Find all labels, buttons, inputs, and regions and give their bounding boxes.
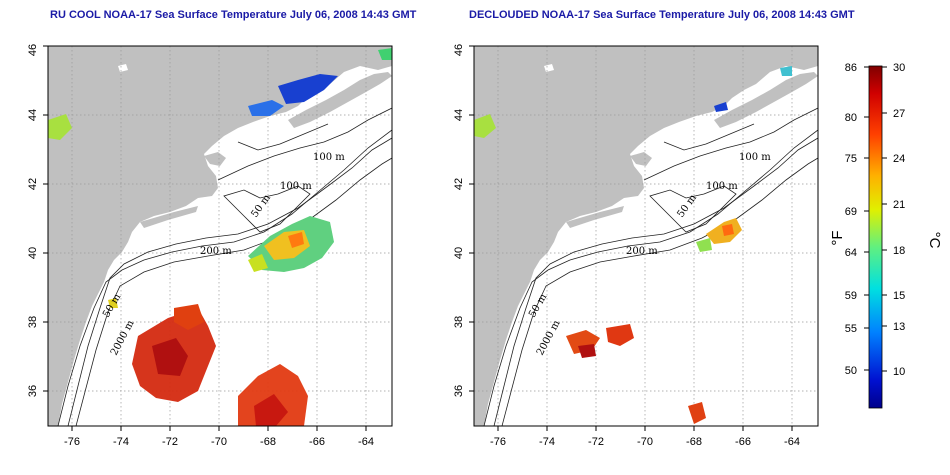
contour-label-200m: 200 m [626, 246, 658, 257]
map-panel-2: 100 m 100 m 50 m 200 m 50 m 2000 m [453, 44, 819, 448]
y-tick-label: 44 [453, 109, 465, 121]
fahrenheit-label: °F [829, 230, 846, 245]
colorbar-f-tick: 69 [845, 206, 857, 218]
y-tick-label: 46 [453, 44, 465, 56]
contour-label-100m-b: 100 m [280, 181, 312, 192]
y-tick-label: 42 [27, 178, 39, 190]
colorbar-c-tick: 30 [893, 62, 905, 74]
panel-2-title: DECLOUDED NOAA-17 Sea Surface Temperatur… [469, 9, 855, 21]
colorbar-f-tick: 80 [845, 112, 857, 124]
colorbar-f-tick: 55 [845, 323, 857, 335]
colorbar-f-tick: 64 [845, 247, 857, 259]
colorbar-c-tick: 27 [893, 108, 905, 120]
contour-label-100m-b: 100 m [706, 181, 738, 192]
y-tick-label: 36 [453, 385, 465, 397]
x-tick-label: -68 [260, 436, 276, 448]
colorbar-c-tick: 10 [893, 366, 905, 378]
x-tick-label: -76 [490, 436, 506, 448]
colorbar-c-tick: 24 [893, 153, 905, 165]
colorbar-gradient [868, 65, 883, 409]
celsius-label: °C [926, 232, 943, 249]
x-tick-label: -72 [588, 436, 604, 448]
x-tick-label: -64 [784, 436, 800, 448]
x-tick-label: -76 [64, 436, 80, 448]
colorbar-f-tick: 50 [845, 365, 857, 377]
x-tick-label: -72 [162, 436, 178, 448]
contour-label-100m-a: 100 m [313, 152, 345, 163]
colorbar: 86 80 75 69 64 59 55 50 30 27 24 21 18 1… [829, 62, 943, 409]
colorbar-f-tick: 59 [845, 290, 857, 302]
colorbar-f-tick: 86 [845, 62, 857, 74]
x-tick-label: -70 [211, 436, 227, 448]
colorbar-c-tick: 13 [893, 321, 905, 333]
x-tick-label: -74 [539, 436, 555, 448]
panel-1-title: RU COOL NOAA-17 Sea Surface Temperature … [50, 9, 417, 21]
x-tick-label: -74 [113, 436, 129, 448]
sst-patches-panel-1 [48, 48, 392, 426]
y-tick-label: 38 [27, 316, 39, 328]
y-tick-label: 36 [27, 385, 39, 397]
contour-label-100m-a: 100 m [739, 152, 771, 163]
colorbar-c-tick: 18 [893, 245, 905, 257]
y-tick-label: 40 [453, 247, 465, 259]
sst-patches-panel-2 [474, 66, 792, 424]
y-tick-label: 46 [27, 44, 39, 56]
x-tick-label: -66 [309, 436, 325, 448]
colorbar-c-tick: 15 [893, 290, 905, 302]
x-tick-label: -68 [686, 436, 702, 448]
map-panel-1: 100 m 100 m 50 m 200 m 50 m 2000 m [27, 44, 393, 448]
x-tick-label: -66 [735, 436, 751, 448]
y-tick-label: 40 [27, 247, 39, 259]
colorbar-f-tick: 75 [845, 153, 857, 165]
x-tick-label: -70 [637, 436, 653, 448]
y-tick-label: 44 [27, 109, 39, 121]
contour-label-200m: 200 m [200, 246, 232, 257]
y-tick-label: 42 [453, 178, 465, 190]
colorbar-c-tick: 21 [893, 199, 905, 211]
y-tick-label: 38 [453, 316, 465, 328]
x-tick-label: -64 [358, 436, 374, 448]
